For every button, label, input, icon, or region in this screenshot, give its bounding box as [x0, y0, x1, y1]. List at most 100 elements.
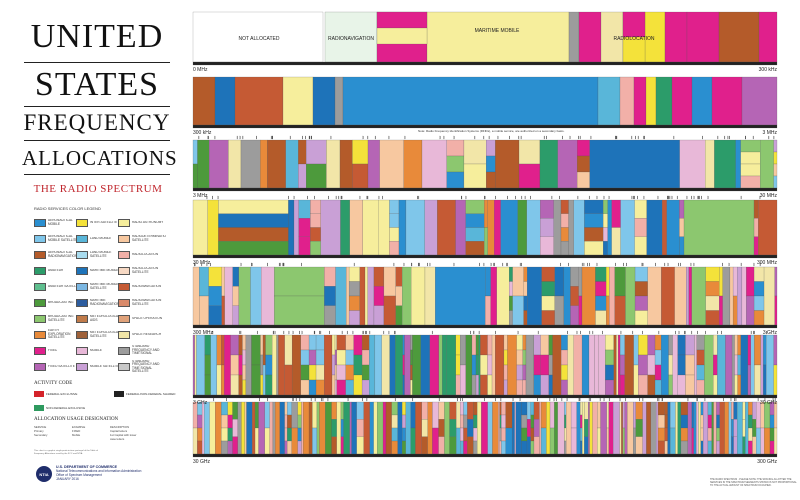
allocation-block [224, 334, 231, 396]
allocation-block [530, 414, 535, 429]
allocation-block [492, 401, 499, 455]
allocation-block [680, 427, 688, 442]
allocation-block [336, 349, 346, 366]
allocation-block [540, 354, 549, 376]
allocation-block [747, 334, 751, 366]
legend-item: RADIOLOCATION SATELLITE [118, 266, 166, 275]
allocation-block [495, 139, 520, 189]
frequency-tick [596, 262, 598, 267]
allocation-block [361, 349, 370, 366]
allocation-block [654, 349, 662, 366]
frequency-tick [366, 195, 368, 200]
allocation-block [546, 401, 551, 455]
allocation-block [410, 379, 413, 396]
frequency-tick [566, 397, 568, 402]
frequency-tick [561, 397, 563, 402]
legend-label: STANDARD FREQUENCY AND TIME SIGNAL [132, 345, 160, 356]
allocation-block [308, 334, 317, 351]
allocation-block [455, 374, 461, 396]
allocation-block [444, 401, 450, 455]
allocation-block [331, 419, 337, 437]
allocation-block [581, 334, 590, 396]
allocation-block [385, 401, 392, 455]
allocation-block [516, 364, 523, 381]
allocation-block [389, 241, 400, 256]
frequency-tick [483, 397, 485, 402]
allocation-block [487, 334, 493, 356]
band-start-label: 3 GHz [193, 400, 208, 406]
frequency-tick [519, 397, 521, 402]
allocation-block [221, 414, 228, 429]
allocation-block [696, 401, 699, 455]
legend-label: MARITIME MOBILE [90, 268, 119, 272]
frequency-tick [643, 195, 645, 200]
frequency-tick [206, 195, 208, 200]
frequency-tick [453, 135, 455, 140]
allocation-block [494, 199, 501, 256]
frequency-tick [292, 397, 294, 402]
allocation-block [298, 236, 311, 256]
frequency-tick [478, 330, 480, 335]
frequency-tick [322, 397, 324, 402]
allocation-block [473, 414, 478, 429]
allocation-block [603, 241, 608, 256]
allocation-block [218, 213, 289, 228]
allocation-block [300, 349, 310, 366]
allocation-block [728, 401, 732, 455]
allocation-block [711, 76, 743, 126]
frequency-tick [691, 195, 693, 200]
allocation-block [218, 227, 289, 242]
allocation-block [467, 436, 474, 455]
frequency-tick [194, 262, 195, 267]
allocation-block [463, 427, 468, 442]
allocation-block [291, 401, 298, 429]
allocation-block [522, 379, 527, 396]
allocation-block [242, 334, 247, 351]
frequency-tick [388, 135, 390, 140]
frequency-tick [335, 195, 337, 200]
frequency-tick [302, 135, 303, 140]
frequency-tick [696, 397, 698, 402]
allocation-block [691, 427, 694, 455]
allocation-block [679, 139, 706, 189]
frequency-tick [576, 330, 578, 335]
allocation-block [619, 354, 625, 376]
allocation-block [465, 199, 485, 214]
allocation-block [549, 401, 555, 429]
frequency-tick [722, 397, 724, 402]
frequency-tick [418, 262, 419, 267]
allocation-block [287, 427, 292, 442]
allocation-block [379, 139, 404, 189]
allocation-block [324, 11, 378, 63]
allocation-block [334, 76, 344, 126]
allocation-block [389, 227, 400, 242]
allocation-block [455, 199, 466, 256]
allocation-block [754, 334, 761, 366]
allocation-block [716, 427, 720, 442]
allocation-block [481, 401, 488, 455]
allocation-block [455, 354, 461, 376]
allocation-block [262, 334, 266, 366]
allocation-block [424, 199, 438, 256]
subtitle: THE RADIO SPECTRUM [33, 183, 163, 195]
allocation-block [486, 171, 496, 189]
frequency-tick [319, 330, 320, 335]
allocation-block [324, 286, 336, 306]
activity-label: FEDERAL/NON-FEDERAL SHARED [126, 392, 176, 396]
allocation-block [568, 11, 580, 63]
publication-date: JANUARY 2016 [56, 477, 79, 481]
frequency-tick [412, 397, 414, 402]
frequency-tick [675, 330, 676, 335]
frequency-tick [667, 195, 669, 200]
allocation-block [238, 374, 243, 396]
allocation-block [391, 440, 398, 455]
label-radiolocation: RADIOLOCATION [613, 36, 654, 42]
allocation-block [668, 374, 673, 396]
allocation-block [487, 374, 493, 396]
activity-bar [192, 187, 778, 192]
allocation-block [540, 374, 549, 396]
allocation-block [221, 295, 225, 326]
band-note: Note: Radio Frequency Identification Sys… [418, 129, 565, 133]
title-divider [24, 62, 170, 63]
usage-cell: Capital letters [110, 429, 128, 433]
